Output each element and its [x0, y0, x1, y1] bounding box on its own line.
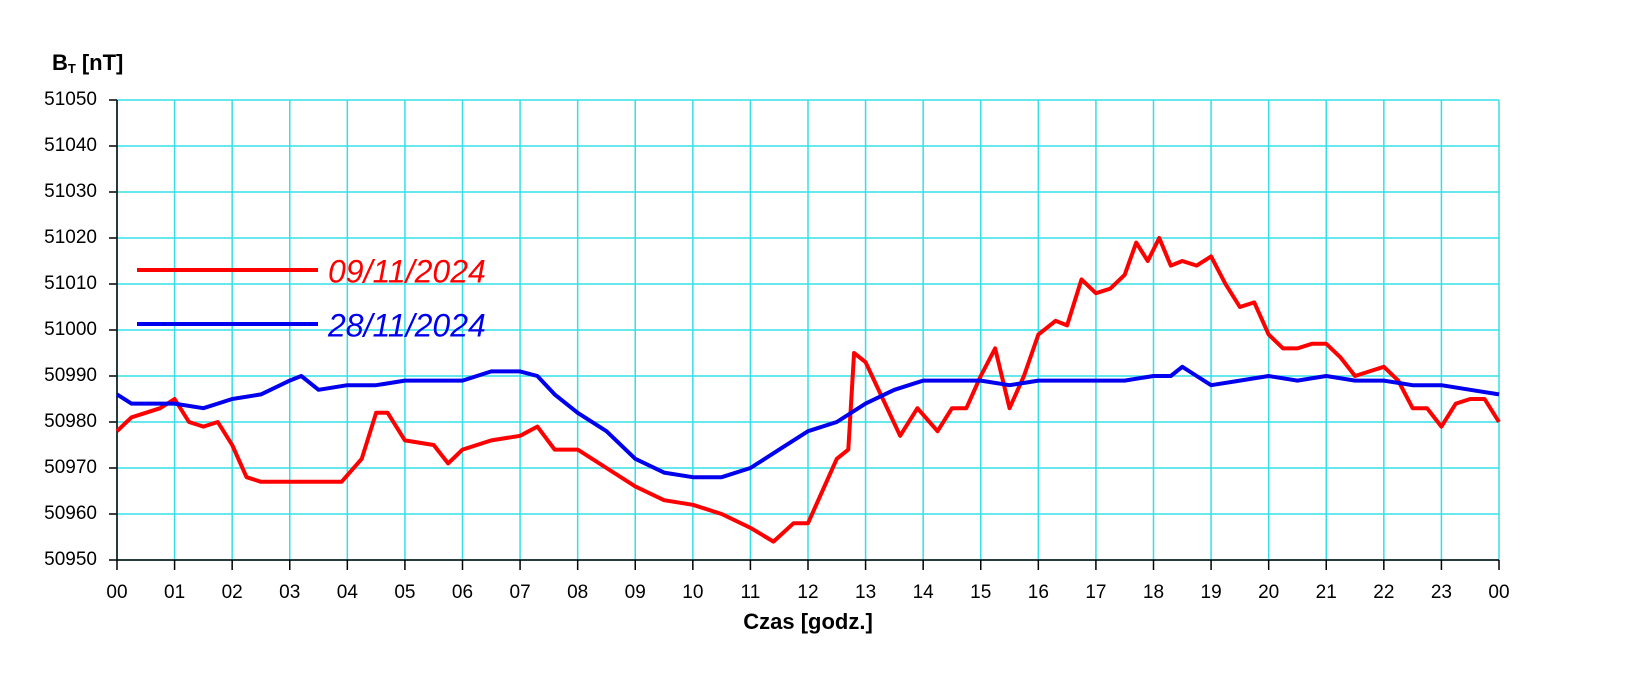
y-tick-label: 51020: [44, 227, 97, 248]
x-tick-label: 19: [1201, 582, 1222, 603]
x-tick-label: 12: [797, 582, 818, 603]
x-axis-title: Czas [godz.]: [743, 609, 873, 634]
x-tick-label: 14: [913, 582, 935, 603]
x-tick-label: 07: [510, 582, 531, 603]
y-tick-label: 50970: [44, 457, 97, 478]
y-tick-label: 51000: [44, 319, 97, 340]
x-tick-label: 02: [222, 582, 243, 603]
x-tick-label: 22: [1373, 582, 1394, 603]
y-tick-label: 50990: [44, 365, 97, 386]
x-tick-label: 11: [741, 582, 761, 603]
x-tick-label: 10: [682, 582, 703, 603]
x-tick-label: 04: [337, 582, 359, 603]
legend-label: 09/11/2024: [328, 253, 486, 289]
y-tick-label: 51040: [44, 135, 97, 156]
y-tick-label: 51050: [44, 89, 97, 110]
x-tick-label: 08: [567, 582, 588, 603]
x-tick-label: 13: [855, 582, 876, 603]
data-line: [115, 236, 1501, 544]
x-tick-label: 09: [625, 582, 646, 603]
x-tick-label: 00: [106, 582, 127, 603]
legend-label: 28/11/2024: [327, 307, 486, 343]
x-tick-label: 16: [1028, 582, 1049, 603]
x-tick-label: 15: [970, 582, 991, 603]
x-tick-label: 03: [279, 582, 300, 603]
y-axis-title: BT [nT]: [52, 50, 123, 77]
y-tick-label: 51030: [44, 181, 97, 202]
data-line: [115, 364, 1500, 480]
x-tick-label: 21: [1316, 582, 1337, 603]
x-tick-label: 18: [1143, 582, 1164, 603]
x-tick-label: 23: [1431, 582, 1452, 603]
y-label-unit: [nT]: [82, 50, 124, 75]
x-tick-label: 06: [452, 582, 473, 603]
x-tick-label: 20: [1258, 582, 1279, 603]
y-tick-label: 50960: [44, 503, 97, 524]
x-tick-label: 17: [1085, 582, 1106, 603]
y-label-sub: T: [68, 61, 76, 76]
x-tick-label: 00: [1488, 582, 1509, 603]
y-tick-label: 51010: [44, 273, 97, 294]
x-tick-label: 01: [164, 582, 185, 603]
y-tick-label: 50950: [44, 549, 97, 570]
x-tick-label: 05: [394, 582, 415, 603]
y-label: B: [52, 50, 68, 75]
y-tick-label: 50980: [44, 411, 97, 432]
